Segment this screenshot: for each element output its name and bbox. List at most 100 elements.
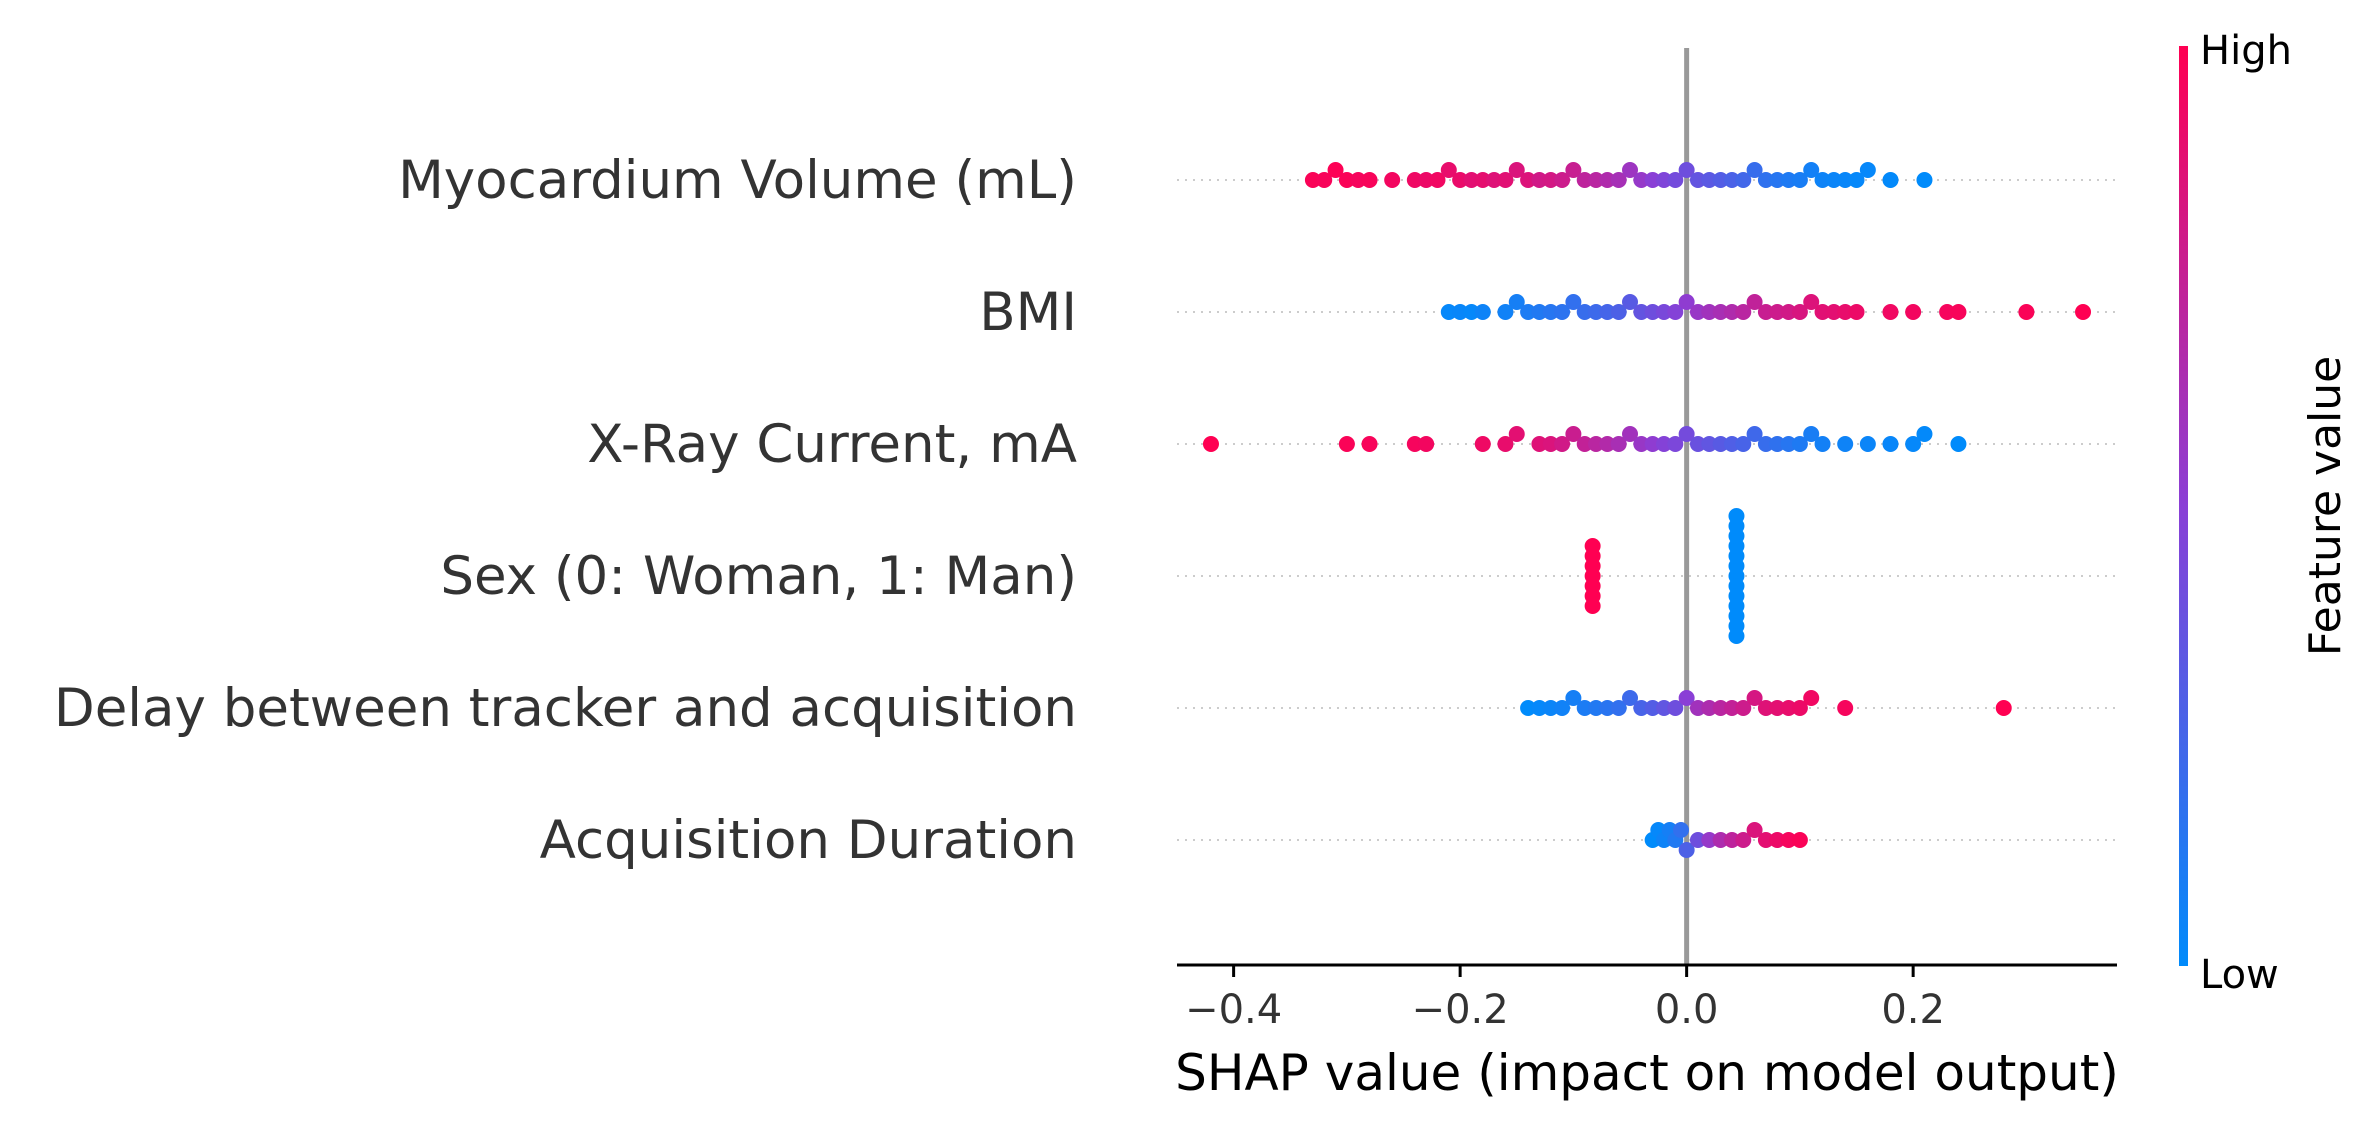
data-points [1202, 162, 2092, 858]
x-tick-label: −0.2 [1412, 987, 1509, 1033]
shap-point [1644, 304, 1661, 320]
shap-point [1584, 538, 1601, 554]
shap-point [1576, 436, 1593, 452]
shap-point [1689, 436, 1706, 452]
shap-point [1542, 304, 1559, 320]
shap-point [1859, 436, 1876, 452]
shap-point [1803, 426, 1820, 442]
shap-point [1712, 172, 1729, 188]
shap-point [1837, 172, 1854, 188]
shap-point [1542, 436, 1559, 452]
shap-point [1655, 172, 1672, 188]
shap-point [1576, 172, 1593, 188]
shap-point [1791, 172, 1808, 188]
shap-point [1304, 172, 1321, 188]
shap-point [1905, 304, 1922, 320]
shap-point [1667, 436, 1684, 452]
shap-point [1746, 294, 1763, 310]
shap-point [1667, 700, 1684, 716]
colorbar-high-label: High [2200, 28, 2292, 74]
shap-point [1565, 690, 1582, 706]
shap-point [1746, 162, 1763, 178]
shap-point [1701, 436, 1718, 452]
shap-point [1848, 304, 1865, 320]
shap-point [1565, 426, 1582, 442]
shap-point [1554, 172, 1571, 188]
shap-point [1599, 436, 1616, 452]
shap-point [1712, 304, 1729, 320]
x-tick-label: −0.4 [1185, 987, 1282, 1033]
shap-point [1497, 436, 1514, 452]
shap-point [1780, 832, 1797, 848]
shap-point [1905, 436, 1922, 452]
shap-point [1689, 304, 1706, 320]
shap-point [1667, 172, 1684, 188]
shap-point [1837, 700, 1854, 716]
shap-point [1757, 832, 1774, 848]
shap-point [1452, 304, 1469, 320]
shap-point [1667, 304, 1684, 320]
shap-point [1633, 436, 1650, 452]
shap-point [1746, 426, 1763, 442]
shap-point [1735, 436, 1752, 452]
shap-point [1497, 304, 1514, 320]
x-axis: −0.4 −0.2 0.0 0.2 [1177, 963, 2117, 1033]
shap-point [1689, 832, 1706, 848]
shap-point [1406, 436, 1423, 452]
shap-point [1610, 436, 1627, 452]
shap-point [1678, 294, 1695, 310]
shap-point [1769, 304, 1786, 320]
shap-point [1735, 832, 1752, 848]
shap-point [1689, 172, 1706, 188]
shap-point [1757, 436, 1774, 452]
feature-label: X-Ray Current, mA [587, 414, 1077, 475]
shap-point [1723, 700, 1740, 716]
shap-point [1644, 700, 1661, 716]
shap-point [1712, 700, 1729, 716]
shap-point [1418, 172, 1435, 188]
shap-point [1735, 304, 1752, 320]
shap-point [1474, 436, 1491, 452]
shap-point [1678, 162, 1695, 178]
shap-point [1678, 842, 1695, 858]
shap-point [1757, 700, 1774, 716]
shap-point [1599, 172, 1616, 188]
shap-point [1508, 294, 1525, 310]
shap-point [1723, 436, 1740, 452]
shap-point [1746, 690, 1763, 706]
shap-point [1338, 436, 1355, 452]
shap-point [1837, 304, 1854, 320]
shap-point [1644, 172, 1661, 188]
shap-point [1474, 172, 1491, 188]
shap-point [1769, 436, 1786, 452]
shap-point [2018, 304, 2035, 320]
shap-point [1418, 436, 1435, 452]
shap-point [1565, 294, 1582, 310]
colorbar: High Low Feature value [2179, 28, 2351, 998]
shap-point [1780, 700, 1797, 716]
shap-point [1520, 304, 1537, 320]
shap-point [1728, 628, 1745, 644]
shap-point [1633, 172, 1650, 188]
shap-point [1463, 304, 1480, 320]
shap-point [1520, 172, 1537, 188]
shap-point [1474, 304, 1491, 320]
shap-point [1780, 304, 1797, 320]
shap-point [1622, 162, 1639, 178]
shap-point [1655, 700, 1672, 716]
shap-point [1622, 294, 1639, 310]
shap-point [1406, 172, 1423, 188]
shap-point [1508, 426, 1525, 442]
shap-point [1584, 598, 1601, 614]
shap-point [1531, 304, 1548, 320]
shap-point [1769, 700, 1786, 716]
shap-point [1508, 162, 1525, 178]
shap-point [1859, 162, 1876, 178]
shap-point [1588, 700, 1605, 716]
shap-point [1316, 172, 1333, 188]
shap-point [1622, 690, 1639, 706]
feature-rows: Myocardium Volume (mL) BMI X-Ray Current, … [54, 150, 2117, 871]
shap-point [1599, 700, 1616, 716]
shap-point [1554, 304, 1571, 320]
shap-point [1554, 700, 1571, 716]
